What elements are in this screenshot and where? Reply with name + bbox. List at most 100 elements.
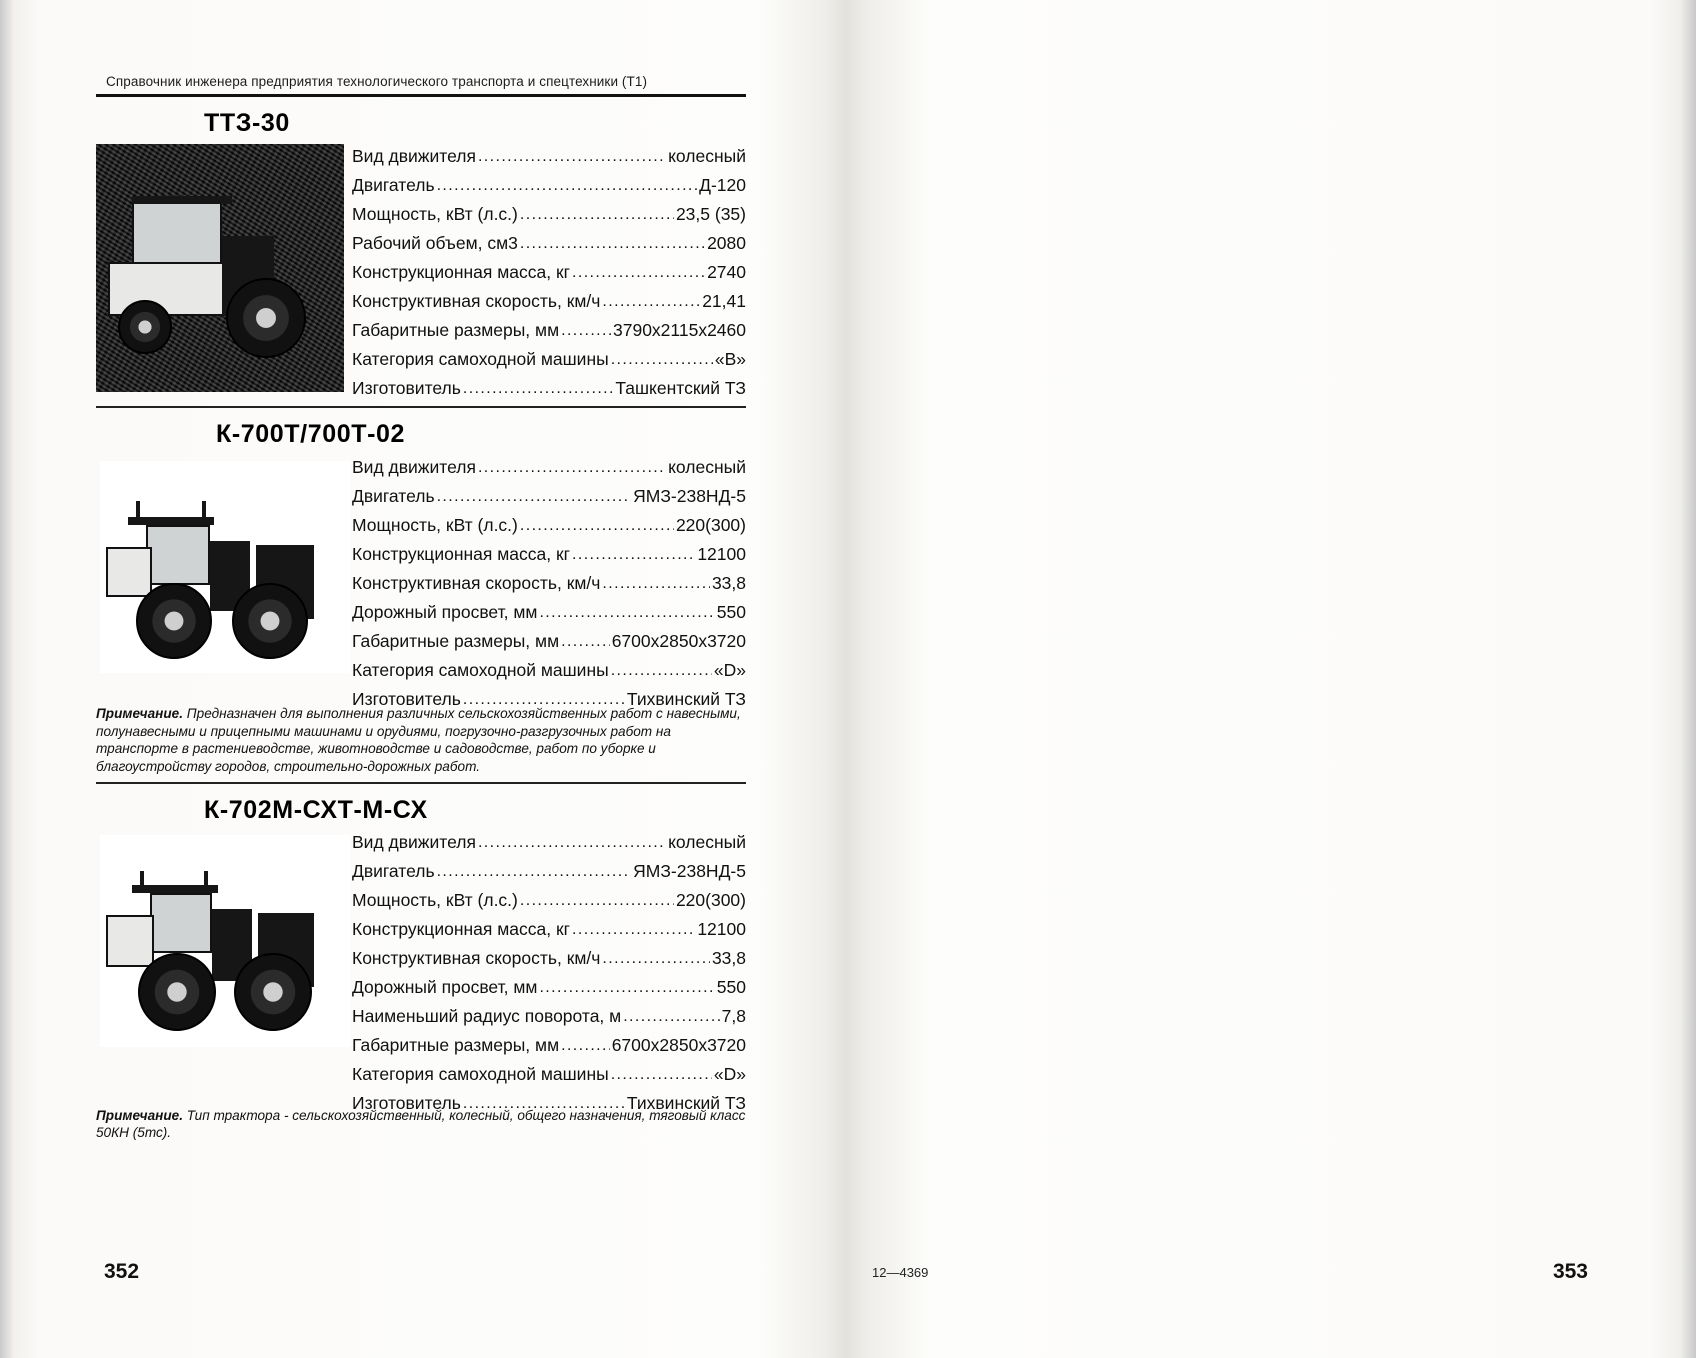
spec-row: Двигатель...............................… bbox=[352, 171, 746, 200]
leader-dots: ........................................… bbox=[436, 488, 632, 505]
spec-label: Вид движителя bbox=[352, 456, 476, 477]
page-number-left: 352 bbox=[104, 1260, 140, 1283]
spec-row: Двигатель...............................… bbox=[352, 482, 746, 511]
tractor-art bbox=[106, 870, 346, 1035]
spec-row: Конструктивная скорость, км/ч...........… bbox=[352, 945, 746, 974]
spec-label: Изготовитель bbox=[352, 1093, 461, 1114]
note-k702m: Примечание. Тип трактора - сельскохозяйс… bbox=[96, 1107, 746, 1142]
spec-label: Вид движителя bbox=[352, 832, 476, 853]
spec-label: Категория самоходной машины bbox=[352, 659, 609, 680]
spec-value: Д-120 bbox=[699, 174, 746, 195]
signature-mark: 12—4369 bbox=[872, 1265, 929, 1280]
spec-row: Категория самоходной машины.............… bbox=[352, 345, 746, 374]
running-head-left: Справочник инженера предприятия технолог… bbox=[106, 74, 648, 89]
leader-dots: ........................................… bbox=[561, 1038, 610, 1055]
leader-dots: ........................................… bbox=[572, 922, 696, 939]
leader-dots: ........................................… bbox=[436, 177, 698, 194]
spec-value: «D» bbox=[713, 659, 746, 680]
spec-value: ЯМЗ-238НД-5 bbox=[633, 861, 746, 882]
entry-k702m: Вид движителя...........................… bbox=[96, 829, 746, 1112]
spec-row: Вид движителя...........................… bbox=[352, 829, 746, 858]
spec-value: Тихвинский ТЗ bbox=[626, 1093, 746, 1114]
spec-label: Категория самоходной машины bbox=[352, 348, 609, 369]
spec-value: 550 bbox=[716, 601, 746, 622]
spec-label: Вид движителя bbox=[352, 145, 476, 166]
leader-dots: ........................................… bbox=[519, 517, 674, 534]
note-k700t: Примечание. Предназначен для выполнения … bbox=[96, 705, 746, 776]
spec-value: 33,8 bbox=[711, 948, 746, 969]
spec-value: 12100 bbox=[697, 919, 746, 940]
spec-label: Изготовитель bbox=[352, 688, 461, 709]
spec-row: Дорожный просвет, мм....................… bbox=[352, 598, 746, 627]
leader-dots: ........................................… bbox=[519, 893, 674, 910]
note-text: Предназначен для выполнения различных се… bbox=[96, 706, 741, 775]
model-title-ttz30: ТТЗ-30 bbox=[204, 109, 290, 137]
leader-dots: ........................................… bbox=[462, 1096, 625, 1113]
tractor-art bbox=[108, 196, 332, 364]
leader-dots: ........................................… bbox=[519, 235, 705, 252]
note-text: Тип трактора - сельскохозяйственный, кол… bbox=[96, 1107, 746, 1141]
spec-row: Двигатель...............................… bbox=[352, 858, 746, 887]
spec-label: Конструктивная скорость, км/ч bbox=[352, 572, 601, 593]
spec-value: 12100 bbox=[697, 543, 746, 564]
spec-row: Мощность, кВт (л.с.)....................… bbox=[352, 887, 746, 916]
tractor-art bbox=[106, 501, 346, 661]
spec-row: Вид движителя...........................… bbox=[352, 142, 746, 171]
leader-dots: ........................................… bbox=[602, 951, 710, 968]
leader-dots: ........................................… bbox=[539, 980, 715, 997]
note-title: Примечание. bbox=[96, 1107, 183, 1123]
spec-value: 6700х2850х3720 bbox=[611, 630, 746, 651]
spec-value: 33,8 bbox=[711, 572, 746, 593]
spec-row: Категория самоходной машины.............… bbox=[352, 1061, 746, 1090]
model-title-k702m: К-702М-СХТ-М-СХ bbox=[204, 795, 428, 824]
spec-value: 21,41 bbox=[702, 290, 746, 311]
leader-dots: ........................................… bbox=[462, 380, 614, 397]
spec-label: Рабочий объем, см3 bbox=[352, 232, 518, 253]
spec-value: колесный bbox=[668, 145, 746, 166]
spec-row: Вид движителя...........................… bbox=[352, 453, 746, 482]
spec-value: колесный bbox=[668, 456, 746, 477]
spec-label: Мощность, кВт (л.с.) bbox=[352, 514, 518, 535]
spec-label: Габаритные размеры, мм bbox=[352, 630, 560, 651]
leader-dots: ........................................… bbox=[539, 604, 715, 621]
spec-label: Мощность, кВт (л.с.) bbox=[352, 890, 518, 911]
spec-row: Дорожный просвет, мм....................… bbox=[352, 974, 746, 1003]
spec-value: 2740 bbox=[707, 261, 746, 282]
spec-value: 3790х2115х2460 bbox=[613, 319, 746, 340]
spec-row: Габаритные размеры, мм..................… bbox=[352, 1032, 746, 1061]
spec-row: Мощность, кВт (л.с.)....................… bbox=[352, 511, 746, 540]
spec-label: Наименьший радиус поворота, м bbox=[352, 1006, 622, 1027]
spec-row: Конструктивная скорость, км/ч...........… bbox=[352, 287, 746, 316]
leader-dots: ........................................… bbox=[477, 459, 666, 476]
spec-row: Наименьший радиус поворота, м...........… bbox=[352, 1003, 746, 1032]
leader-dots: ........................................… bbox=[572, 546, 696, 563]
spec-label: Дорожный просвет, мм bbox=[352, 601, 538, 622]
spec-row: Изготовитель............................… bbox=[352, 374, 746, 403]
spec-row: Конструктивная скорость, км/ч...........… bbox=[352, 569, 746, 598]
leader-dots: ........................................… bbox=[436, 864, 632, 881]
spec-label: Категория самоходной машины bbox=[352, 1064, 609, 1085]
spec-row: Конструкционная масса, кг...............… bbox=[352, 540, 746, 569]
spec-value: 220(300) bbox=[675, 890, 746, 911]
spec-row: Изготовитель............................… bbox=[352, 685, 746, 714]
spec-value: «В» bbox=[714, 348, 746, 369]
spec-label: Мощность, кВт (л.с.) bbox=[352, 203, 518, 224]
spec-label: Конструкционная масса, кг bbox=[352, 543, 570, 564]
right-page: Глава IV. Техника общего назначения РТМ-… bbox=[848, 0, 1696, 1358]
leader-dots: ........................................… bbox=[610, 662, 712, 679]
spec-value: Ташкентский ТЗ bbox=[615, 377, 746, 398]
spec-label: Двигатель bbox=[352, 485, 435, 506]
page-number-right: 353 bbox=[1552, 1260, 1588, 1283]
spec-row: Изготовитель............................… bbox=[352, 1090, 746, 1119]
leader-dots: ........................................… bbox=[572, 264, 706, 281]
model-title-k700t: К-700Т/700Т-02 bbox=[216, 420, 406, 448]
spec-value: ЯМЗ-238НД-5 bbox=[633, 485, 746, 506]
spec-list-ttz30: Вид движителя...........................… bbox=[352, 142, 746, 403]
spec-value: 6700х2850х3720 bbox=[611, 1035, 746, 1056]
spec-value: 2080 bbox=[707, 232, 746, 253]
spec-label: Дорожный просвет, мм bbox=[352, 977, 538, 998]
leader-dots: ........................................… bbox=[610, 351, 713, 368]
spec-row: Конструкционная масса, кг...............… bbox=[352, 916, 746, 945]
spec-value: 7,8 bbox=[721, 1006, 746, 1027]
